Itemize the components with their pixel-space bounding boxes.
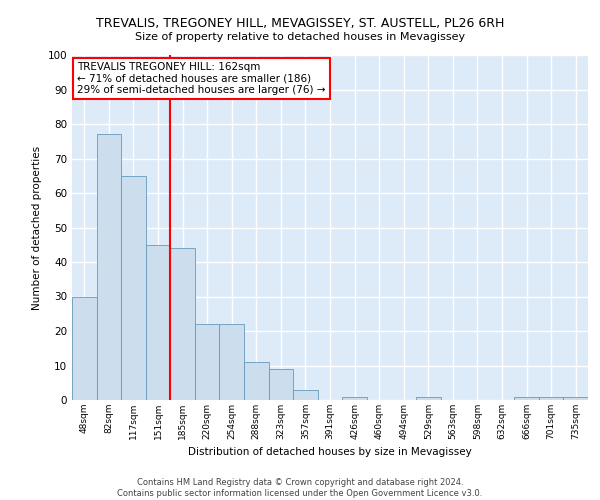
Bar — [170, 248, 195, 400]
Bar — [195, 324, 220, 400]
X-axis label: Distribution of detached houses by size in Mevagissey: Distribution of detached houses by size … — [188, 448, 472, 458]
Bar — [146, 245, 170, 400]
Bar — [244, 362, 269, 400]
Bar — [293, 390, 318, 400]
Bar — [342, 396, 367, 400]
Bar — [97, 134, 121, 400]
Text: TREVALIS, TREGONEY HILL, MEVAGISSEY, ST. AUSTELL, PL26 6RH: TREVALIS, TREGONEY HILL, MEVAGISSEY, ST.… — [96, 18, 504, 30]
Bar — [269, 369, 293, 400]
Bar — [220, 324, 244, 400]
Text: Contains HM Land Registry data © Crown copyright and database right 2024.
Contai: Contains HM Land Registry data © Crown c… — [118, 478, 482, 498]
Y-axis label: Number of detached properties: Number of detached properties — [32, 146, 42, 310]
Bar — [514, 396, 539, 400]
Bar — [72, 296, 97, 400]
Bar — [416, 396, 440, 400]
Text: TREVALIS TREGONEY HILL: 162sqm
← 71% of detached houses are smaller (186)
29% of: TREVALIS TREGONEY HILL: 162sqm ← 71% of … — [77, 62, 326, 95]
Bar — [563, 396, 588, 400]
Text: Size of property relative to detached houses in Mevagissey: Size of property relative to detached ho… — [135, 32, 465, 42]
Bar — [539, 396, 563, 400]
Bar — [121, 176, 146, 400]
